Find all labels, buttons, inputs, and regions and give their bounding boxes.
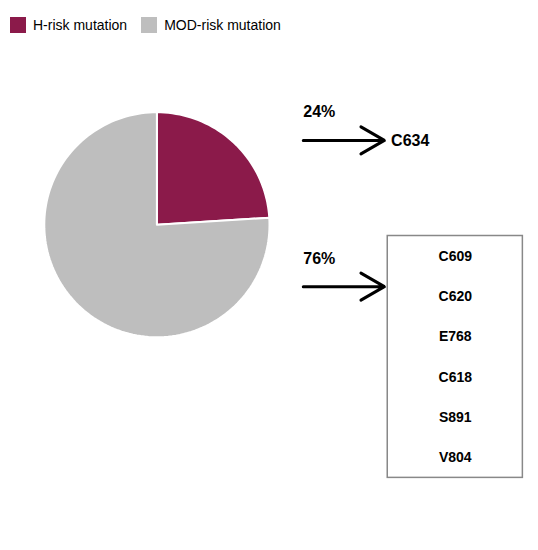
svg-text:C609: C609 [439, 248, 473, 264]
svg-text:E768: E768 [439, 328, 472, 344]
svg-text:C618: C618 [439, 369, 473, 385]
svg-text:24%: 24% [303, 103, 335, 120]
html-text:H-risk mutation: H-risk mutation [33, 16, 128, 33]
svg-text:C634: C634 [391, 131, 429, 148]
svg-text:V804: V804 [439, 449, 472, 465]
svg-text:C620: C620 [439, 288, 473, 304]
html-text:MOD-risk mutation: MOD-risk mutation [164, 16, 281, 33]
svg-text:76%: 76% [303, 250, 335, 267]
svg-text:S891: S891 [439, 409, 472, 425]
